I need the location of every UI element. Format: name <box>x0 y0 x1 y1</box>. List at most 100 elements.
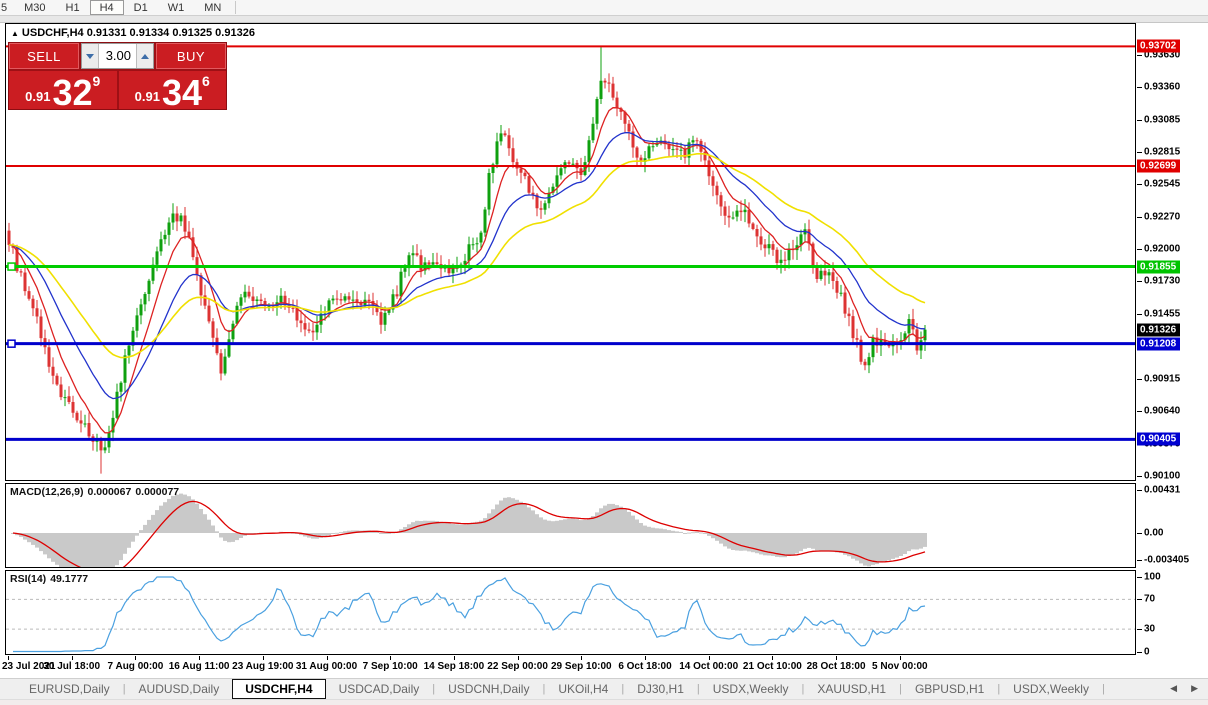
rsi-axis-label: 30 <box>1144 623 1156 635</box>
volume-increase-button[interactable] <box>136 44 153 68</box>
price-axis-tick <box>1137 87 1142 89</box>
tabs-scroll-right-icon[interactable]: ▶ <box>1191 683 1198 693</box>
price-axis-label: 0.90915 <box>1144 373 1181 385</box>
volume-input[interactable]: 3.00 <box>105 48 131 63</box>
timeframe-button-mn[interactable]: MN <box>194 0 231 15</box>
price-badge-0.92699: 0.92699 <box>1137 159 1181 173</box>
macd-panel[interactable]: MACD(12,26,9) 0.000067 0.000077 <box>5 483 1136 568</box>
rsi-axis-label: 0 <box>1144 646 1150 657</box>
price-badge-0.91326: 0.91326 <box>1137 323 1181 337</box>
buy-price-big: 34 <box>161 72 203 113</box>
tab-xauusd-h1[interactable]: XAUUSD,H1 <box>817 682 887 696</box>
timeframe-button-5[interactable]: 5 <box>0 0 14 15</box>
tab-dj30-h1[interactable]: DJ30,H1 <box>637 682 684 696</box>
macd-axis-label: 0.00431 <box>1144 484 1181 496</box>
rsi-panel[interactable]: RSI(14) 49.1777 <box>5 570 1136 655</box>
tab-gbpusd-h1[interactable]: GBPUSD,H1 <box>914 682 985 696</box>
rsi-axis-label: 70 <box>1144 593 1156 605</box>
price-axis-label: 0.92270 <box>1144 211 1181 223</box>
quote-expand-toggle[interactable]: ▲ <box>11 29 19 38</box>
ma-line-40 <box>8 152 926 359</box>
ma-line-20 <box>8 131 926 400</box>
buy-button[interactable]: BUY <box>156 43 226 69</box>
price-axis-tick <box>1137 152 1142 154</box>
tab-separator: | <box>432 683 436 695</box>
chart-ohlc-quotes: 0.91331 0.91334 0.91325 0.91326 <box>86 27 255 39</box>
timeframe-button-m30[interactable]: M30 <box>14 0 55 15</box>
tab-usdcad-daily[interactable]: USDCAD,Daily <box>338 682 420 696</box>
tab-separator: | <box>542 683 546 695</box>
price-axis-tick <box>1137 119 1142 121</box>
tab-audusd-daily[interactable]: AUDUSD,Daily <box>138 682 220 696</box>
price-axis-label: 0.92000 <box>1144 243 1181 255</box>
chevron-up-icon <box>141 53 149 59</box>
toolbar-band <box>0 16 1208 23</box>
chart-tabs-bar: EURUSD,Daily | AUDUSD,Daily USDCHF,H4 USDCAD… <box>0 678 1208 699</box>
macd-axis-tick <box>1137 560 1142 561</box>
buy-price-quote[interactable]: 0.91 34 6 <box>118 71 226 113</box>
price-axis-label: 0.92545 <box>1144 178 1181 190</box>
chart-title: ▲ USDCHF,H4 0.91331 0.91334 0.91325 0.913… <box>11 27 255 39</box>
macd-axis-label: 0.00 <box>1144 527 1164 539</box>
price-axis-label: 0.92815 <box>1144 146 1181 158</box>
tab-usdcnh-daily[interactable]: USDCNH,Daily <box>448 682 530 696</box>
sell-price-prefix: 0.91 <box>25 89 51 104</box>
moving-averages <box>8 107 926 434</box>
ma-line-8 <box>8 107 926 434</box>
price-axis-tick <box>1137 281 1142 283</box>
tab-eurusd-daily[interactable]: EURUSD,Daily <box>29 682 110 696</box>
price-badge-0.90405: 0.90405 <box>1137 432 1181 446</box>
level-line-handle <box>7 339 16 348</box>
rsi-axis-tick <box>1137 577 1142 578</box>
price-axis-label: 0.90640 <box>1144 405 1181 417</box>
macd-label: MACD(12,26,9) 0.000067 0.000077 <box>10 486 180 498</box>
toolbar-separator <box>235 1 237 14</box>
tabs-scroll-left-icon[interactable]: ◀ <box>1170 683 1178 693</box>
macd-axis-tick <box>1137 533 1142 534</box>
tab-separator: | <box>696 683 700 695</box>
tab-usdx-weekly[interactable]: USDX,Weekly <box>1013 682 1089 696</box>
macd-axis-label: -0.003405 <box>1144 554 1190 566</box>
tab-separator: | <box>122 683 126 695</box>
price-badge-0.93702: 0.93702 <box>1137 39 1181 53</box>
price-axis-tick <box>1137 475 1142 477</box>
price-axis-label: 0.93630 <box>1144 49 1181 61</box>
timeframe-button-h4[interactable]: H4 <box>89 0 124 15</box>
timeframe-button-w1[interactable]: W1 <box>158 0 195 15</box>
one-click-trading-panel: SELL 3.00 BUY 0.91 32 9 0.91 34 6 <box>9 43 226 113</box>
buy-price-pip: 6 <box>202 73 210 89</box>
level-line-handle <box>7 262 16 271</box>
price-axis-label: 0.91730 <box>1144 275 1181 287</box>
macd-axis-tick <box>1137 490 1142 491</box>
price-badge-0.91208: 0.91208 <box>1137 337 1181 351</box>
rsi-axis-tick <box>1137 599 1142 601</box>
tab-separator: | <box>997 683 1001 695</box>
price-axis-label: 0.93085 <box>1144 114 1181 126</box>
tab-separator: | <box>899 683 902 695</box>
tab-usdchf-h4[interactable]: USDCHF,H4 <box>232 679 326 699</box>
chevron-down-icon <box>86 53 94 59</box>
price-axis-tick <box>1137 411 1142 413</box>
rsi-line <box>13 576 926 653</box>
price-axis-label: 0.91455 <box>1144 308 1181 320</box>
volume-decrease-button[interactable] <box>82 44 99 68</box>
buy-price-prefix: 0.91 <box>134 89 160 104</box>
tab-usdx-weekly[interactable]: USDX,Weekly <box>712 682 789 696</box>
status-bar <box>0 699 1208 705</box>
tab-ukoil-h4[interactable]: UKOil,H4 <box>558 682 609 696</box>
timeframe-button-h1[interactable]: H1 <box>56 0 90 15</box>
sell-button[interactable]: SELL <box>9 43 79 69</box>
price-axis-tick <box>1137 55 1142 56</box>
rsi-label: RSI(14) 49.1777 <box>10 573 89 585</box>
sell-price-quote[interactable]: 0.91 32 9 <box>9 71 117 111</box>
tab-separator: | <box>1101 683 1105 695</box>
chart-symbol: USDCHF,H4 <box>21 27 84 39</box>
tab-separator: | <box>621 683 625 695</box>
price-chart-canvas[interactable]: ▲ USDCHF,H4 0.91331 0.91334 0.91325 0.913… <box>5 23 1136 481</box>
macd-histogram <box>11 493 927 567</box>
timeframe-button-d1[interactable]: D1 <box>124 0 158 15</box>
macd-signal-line <box>12 500 926 567</box>
rsi-axis-tick <box>1137 629 1142 631</box>
